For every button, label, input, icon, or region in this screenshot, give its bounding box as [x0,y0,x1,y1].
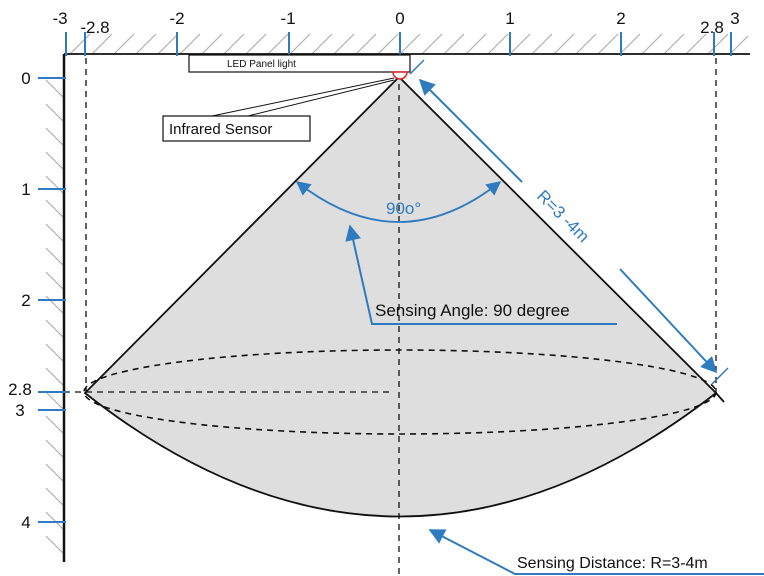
detection-cone [83,75,718,518]
left-tick-label: 4 [21,513,30,532]
top-tick-label: 0 [395,9,404,28]
sensing-distance-label: Sensing Distance: R=3-4m [517,555,708,572]
left-tick-label: 3 [15,401,24,420]
angle-arc-label: 90o° [386,199,421,218]
angle-arc [295,181,502,223]
sensing-distance-pointer [428,529,764,575]
left-tick-label: 1 [21,180,30,199]
top-tick-label: 1 [505,9,514,28]
sensor-label: Infrared Sensor [169,121,272,138]
radius-arrow-lower [619,268,718,374]
sensor-label-box [162,115,311,142]
led-panel-light: LED Panel light [188,54,411,73]
sensor-callout-lines [211,77,395,117]
top-tick-label: 2.8 [700,18,724,37]
top-axis-labels: -3 -2.8 -2 -1 0 1 2 2.8 3 [52,9,739,37]
left-axis-labels: 0 1 2 2.8 3 4 [8,69,32,532]
wall-hatch [45,79,65,555]
sensing-angle-pointer [345,224,617,325]
sensing-angle-label: Sensing Angle: 90 degree [375,301,570,320]
top-tick-label: -2 [169,9,184,28]
top-tick-label: 2 [616,9,625,28]
radius-end-tick [711,367,729,385]
top-tick-label: 3 [730,9,739,28]
left-axis-ticks [38,77,66,523]
top-tick-label: -2.8 [80,18,109,37]
left-tick-label: 2 [21,291,30,310]
top-tick-label: -1 [280,9,295,28]
left-tick-label: 2.8 [8,380,32,399]
infrared-sensor-icon [392,71,408,80]
left-tick-label: 0 [21,69,30,88]
led-panel-label: LED Panel light [227,59,296,70]
radius-arrow-upper [418,78,523,183]
top-tick-label: -3 [52,9,67,28]
ceiling-hatch [69,33,749,55]
top-axis-ticks [65,32,732,56]
cone-edge-extension [715,392,725,403]
radius-start-tick [409,59,425,75]
